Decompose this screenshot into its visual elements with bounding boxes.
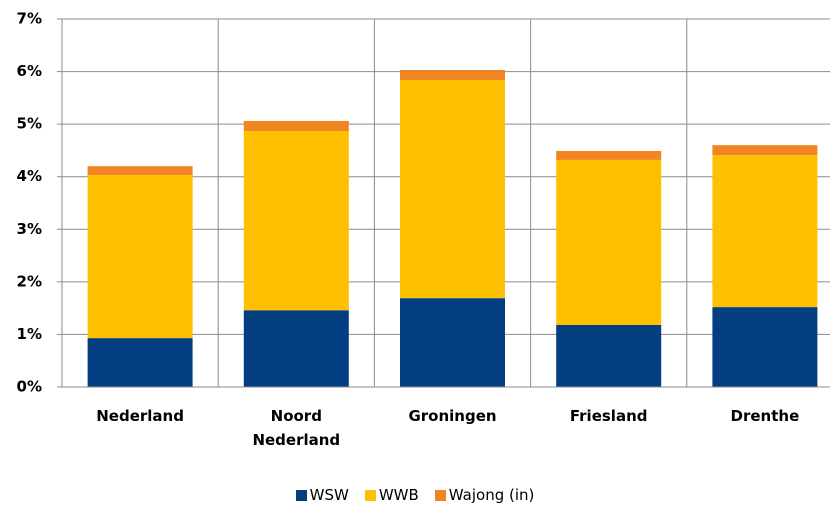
bar-segment [556,324,662,387]
bar-segment [712,145,818,156]
bar-segment [400,69,505,80]
bar-segment [243,130,349,311]
legend-swatch [295,490,307,501]
legend-label: WSW [309,486,349,504]
bar-segment [712,307,818,387]
x-tick-label: Friesland [569,407,648,425]
legend-label: WWB [378,486,419,504]
x-tick-label: Nederland [96,407,184,425]
y-tick-label: 6% [17,62,42,80]
bar-segment [243,310,349,387]
y-tick-label: 4% [17,167,42,185]
bar-segment [556,159,662,325]
legend-item: Wajong (in) [434,486,535,504]
x-tick-label: Groningen [408,407,497,425]
x-tick-label: Noord Nederland [252,407,341,449]
bar-segment [87,166,193,176]
legend-swatch [364,490,376,501]
legend-label: Wajong (in) [448,486,535,504]
legend: WSW WWB Wajong (in) [0,486,830,504]
bar-segment [400,79,505,299]
bar-segment [556,150,662,160]
x-tick-label: Drenthe [730,407,800,425]
legend-item: WSW [295,486,349,504]
y-tick-label: 2% [17,272,42,290]
legend-swatch [434,490,446,501]
bar-segment [712,155,818,308]
y-tick-label: 3% [17,220,42,238]
bar-segment [243,120,349,131]
y-tick-label: 5% [17,115,42,133]
bar-segment [400,298,505,387]
y-tick-label: 1% [17,325,42,343]
y-tick-label: 0% [17,378,42,396]
y-tick-label: 7% [17,10,42,28]
bar-segment [87,338,193,387]
bar-segment [87,175,193,339]
legend-item: WWB [364,486,419,504]
